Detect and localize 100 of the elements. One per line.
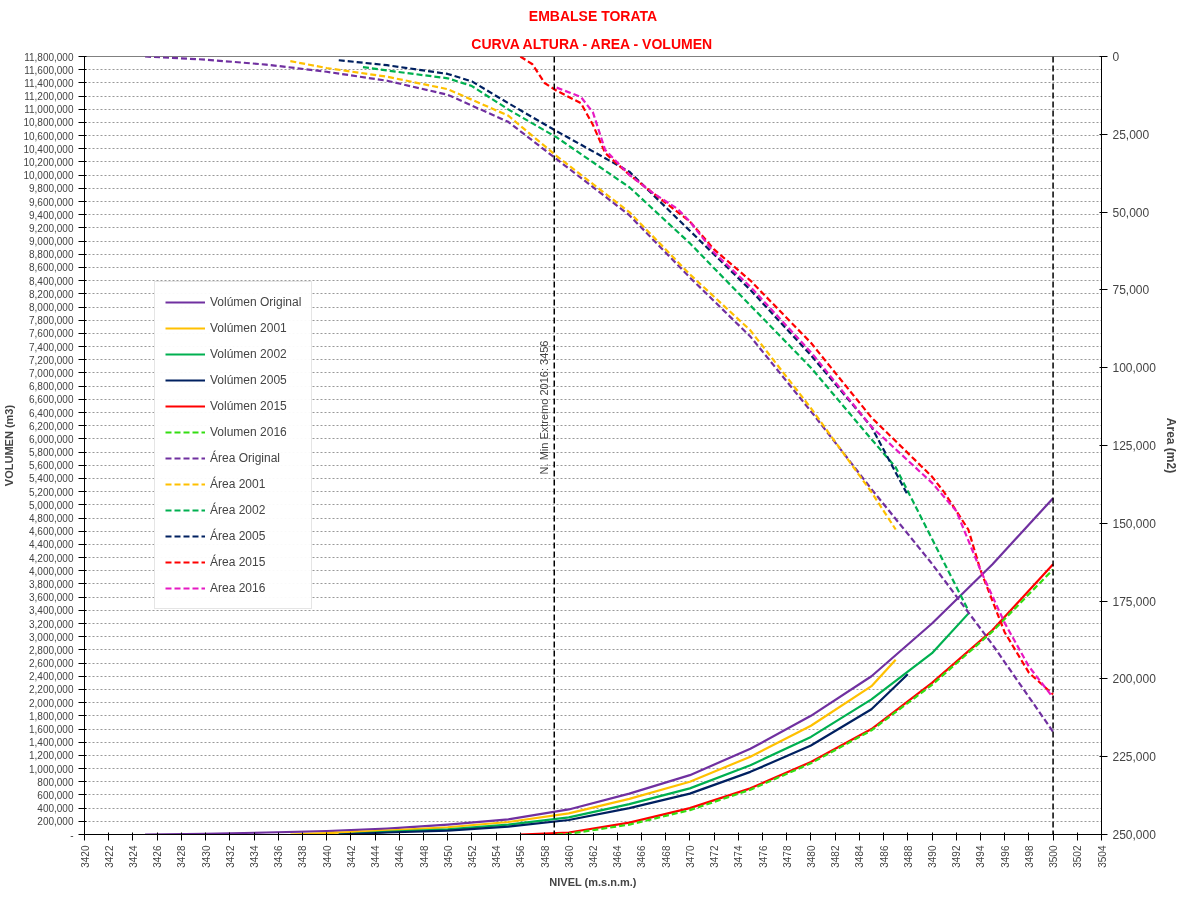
y-tick-label: 5,400,000 [29, 473, 74, 485]
y2-tick-label: 100,000 [1112, 361, 1157, 376]
legend-label: Área Original [210, 451, 281, 465]
x-tick-label: 3446 [394, 845, 406, 868]
y2-tick-label: 175,000 [1112, 594, 1157, 609]
x-tick-label: 3444 [370, 845, 382, 868]
y-tick-label: 8,400,000 [29, 275, 74, 287]
y-tick-label: 6,600,000 [29, 394, 74, 406]
x-tick-label: 3472 [709, 845, 721, 868]
x-tick-label: 3478 [781, 845, 793, 868]
y-tick-label: 5,800,000 [29, 447, 74, 459]
y-tick-label: 3,000,000 [29, 631, 74, 643]
y2-tick-label: 25,000 [1112, 127, 1150, 142]
x-tick-label: 3474 [733, 845, 745, 868]
y-tick-label: 1,000,000 [29, 763, 74, 775]
y-tick-label: 3,200,000 [29, 618, 74, 630]
legend-label: Área 2005 [210, 529, 266, 543]
y-tick-label: 4,200,000 [29, 552, 74, 564]
y2-tick-label: 250,000 [1112, 828, 1157, 842]
x-tick-label: 3428 [176, 845, 188, 868]
y-tick-label: 5,000,000 [29, 499, 74, 511]
y-tick-label: 3,800,000 [29, 578, 74, 590]
x-tick-label: 3426 [152, 845, 164, 868]
y-tick-label: 2,400,000 [29, 671, 74, 683]
x-tick-label: 3448 [418, 845, 430, 868]
y-tick-label: 200,000 [37, 816, 74, 828]
y2-tick-label: 225,000 [1112, 750, 1157, 765]
y-tick-label: 1,600,000 [29, 724, 74, 736]
y2-tick-label: 50,000 [1112, 205, 1150, 220]
y-tick-label: 5,200,000 [29, 486, 74, 498]
y-tick-label: 8,600,000 [29, 262, 74, 274]
x-tick-label: 3476 [757, 845, 769, 868]
y-tick-label: 7,200,000 [29, 354, 74, 366]
x-tick-label: 3490 [927, 845, 938, 868]
legend-label: Volumen 2016 [210, 425, 287, 439]
x-tick-label: 3440 [321, 845, 333, 868]
x-tick-label: 3466 [636, 845, 648, 868]
y-tick-label: 6,000,000 [29, 433, 74, 445]
x-tick-label: 3422 [103, 845, 115, 868]
y-tick-label: 3,400,000 [29, 605, 74, 617]
y2-tick-label: 75,000 [1112, 283, 1150, 298]
x-tick-label: 3502 [1072, 845, 1084, 868]
legend-label: Volúmen 2005 [210, 373, 287, 387]
y-tick-label: 7,400,000 [29, 341, 74, 353]
legend-label: Volúmen Original [210, 295, 302, 309]
x-tick-label: 3468 [660, 845, 672, 868]
y-tick-label: 2,000,000 [29, 697, 74, 709]
y-tick-label: 7,000,000 [29, 367, 74, 379]
x-tick-label: 3434 [249, 845, 260, 868]
x-tick-label: 3462 [588, 845, 599, 868]
y2-axis-title: Area (m2) [1163, 417, 1178, 474]
y-tick-label: 6,400,000 [29, 407, 74, 419]
y-tick-label: 11,000,000 [24, 104, 74, 116]
legend-label: Volúmen 2015 [210, 399, 287, 413]
legend-label: Area 2016 [210, 581, 266, 595]
y-tick-label: 2,200,000 [29, 684, 74, 696]
legend-label: Área 2001 [210, 477, 266, 491]
x-tick-label: 3420 [79, 845, 91, 868]
y-tick-label: 800,000 [37, 776, 74, 788]
y-tick-label: 2,800,000 [29, 644, 74, 656]
x-tick-label: 3438 [297, 845, 309, 868]
y-tick-label: 8,200,000 [29, 288, 74, 300]
y-axis-title: VOLUMEN (m3) [3, 404, 16, 487]
y-tick-label: 7,800,000 [29, 315, 74, 327]
y-tick-label: 7,600,000 [29, 328, 74, 340]
y2-tick-label: 200,000 [1112, 672, 1157, 687]
x-tick-label: 3500 [1048, 845, 1060, 868]
y-tick-label: 6,200,000 [29, 420, 74, 432]
y-tick-label: 9,800,000 [29, 183, 74, 195]
y-tick-label: 11,400,000 [24, 77, 74, 89]
x-tick-label: 3454 [491, 845, 503, 868]
x-tick-label: 3436 [273, 845, 285, 868]
y-tick-label: 9,400,000 [29, 209, 74, 221]
y-tick-label: 4,600,000 [29, 526, 74, 538]
y-tick-label: 10,400,000 [23, 143, 74, 155]
x-tick-label: 3498 [1023, 845, 1035, 868]
chart-title: EMBALSE TORATA [528, 7, 658, 24]
y-tick-label: 9,000,000 [29, 236, 74, 248]
x-tick-label: 3430 [200, 845, 212, 868]
y-tick-label: - [70, 829, 74, 841]
x-tick-label: 3504 [1096, 845, 1108, 868]
x-tick-label: 3480 [805, 845, 817, 868]
y2-tick-label: 150,000 [1112, 516, 1157, 531]
x-tick-label: 3456 [515, 845, 527, 868]
y2-tick-label: 125,000 [1112, 439, 1157, 453]
y-tick-label: 11,600,000 [24, 64, 74, 76]
x-tick-label: 3494 [975, 845, 987, 868]
x-tick-label: 3492 [951, 845, 963, 868]
x-tick-label: 3424 [127, 845, 139, 868]
x-tick-label: 3452 [466, 845, 478, 868]
legend-label: Área 2002 [210, 503, 266, 517]
x-tick-label: 3496 [999, 845, 1011, 868]
x-tick-label: 3486 [878, 845, 890, 868]
x-tick-label: 3458 [539, 845, 551, 868]
y-tick-label: 6,800,000 [29, 381, 74, 393]
x-tick-label: 3470 [684, 845, 696, 868]
x-tick-label: 3482 [830, 845, 842, 868]
y-tick-label: 11,800,000 [24, 51, 74, 63]
y-tick-label: 4,800,000 [29, 513, 74, 525]
legend-label: Volúmen 2001 [210, 321, 287, 335]
